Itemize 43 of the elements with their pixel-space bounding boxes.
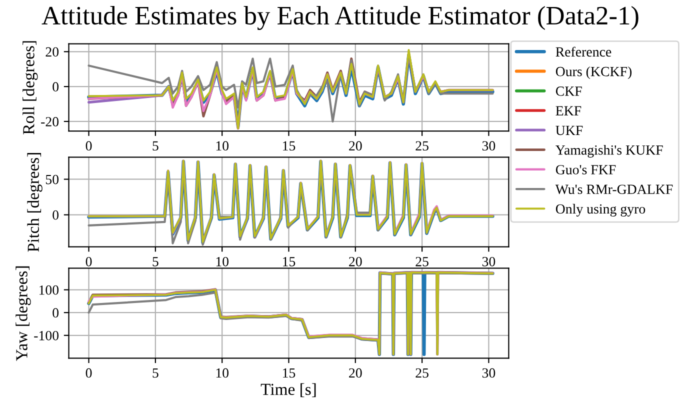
legend-label: Wu's RMr-GDALKF bbox=[555, 184, 673, 194]
x-tick-label: 5 bbox=[152, 257, 158, 266]
x-tick-label: 25 bbox=[416, 256, 428, 266]
x-tick-label: 15 bbox=[283, 141, 296, 151]
chart-title: Attitude Estimates by Each Attitude Estimator (Data2-1) bbox=[42, 6, 638, 30]
y-tick-label: -100 bbox=[34, 330, 59, 340]
x-tick-label: 10 bbox=[216, 256, 229, 266]
x-tick-label: 25 bbox=[416, 141, 428, 151]
x-tick-label: 5 bbox=[152, 141, 158, 151]
legend-label: EKF bbox=[556, 106, 582, 116]
y-axis-title: Pitch [degrees] bbox=[27, 153, 42, 252]
x-tick-label: 30 bbox=[482, 368, 496, 378]
legend-label: UKF bbox=[556, 126, 583, 136]
x-tick-label: 10 bbox=[216, 368, 229, 378]
legend-label: Yamagishi's KUKF bbox=[556, 144, 663, 158]
legend-label: CKF bbox=[556, 86, 582, 96]
legend-label: Reference bbox=[556, 46, 612, 57]
x-tick-label: 5 bbox=[152, 368, 158, 378]
y-axis-title: Roll [degrees] bbox=[22, 41, 38, 134]
y-tick-label: 20 bbox=[46, 47, 59, 57]
y-tick-label: -20 bbox=[41, 117, 59, 126]
x-tick-label: 20 bbox=[349, 256, 362, 266]
y-axis-title: Yaw [degrees] bbox=[16, 266, 31, 361]
x-tick-label: 15 bbox=[283, 368, 296, 378]
x-tick-label: 20 bbox=[349, 368, 362, 378]
x-tick-label: 30 bbox=[482, 141, 496, 151]
x-tick-label: 10 bbox=[216, 141, 229, 151]
x-axis-title: Time [s] bbox=[260, 383, 316, 398]
x-tick-label: 0 bbox=[86, 256, 92, 266]
x-tick-label: 30 bbox=[482, 256, 496, 266]
legend-label: Guo's FKF bbox=[556, 165, 616, 174]
y-tick-label: 0 bbox=[52, 82, 59, 92]
legend-label: Only using gyro bbox=[556, 204, 646, 217]
y-tick-label: 0 bbox=[52, 210, 59, 220]
x-tick-label: 15 bbox=[283, 257, 296, 266]
y-tick-label: 100 bbox=[39, 285, 59, 295]
x-tick-label: 25 bbox=[416, 368, 428, 378]
y-tick-label: 50 bbox=[46, 174, 59, 184]
x-tick-label: 20 bbox=[349, 141, 362, 151]
x-tick-label: 0 bbox=[86, 141, 92, 151]
y-tick-label: 0 bbox=[52, 308, 59, 318]
legend-label: Ours (KCKF) bbox=[556, 66, 632, 80]
x-tick-label: 0 bbox=[86, 368, 92, 378]
